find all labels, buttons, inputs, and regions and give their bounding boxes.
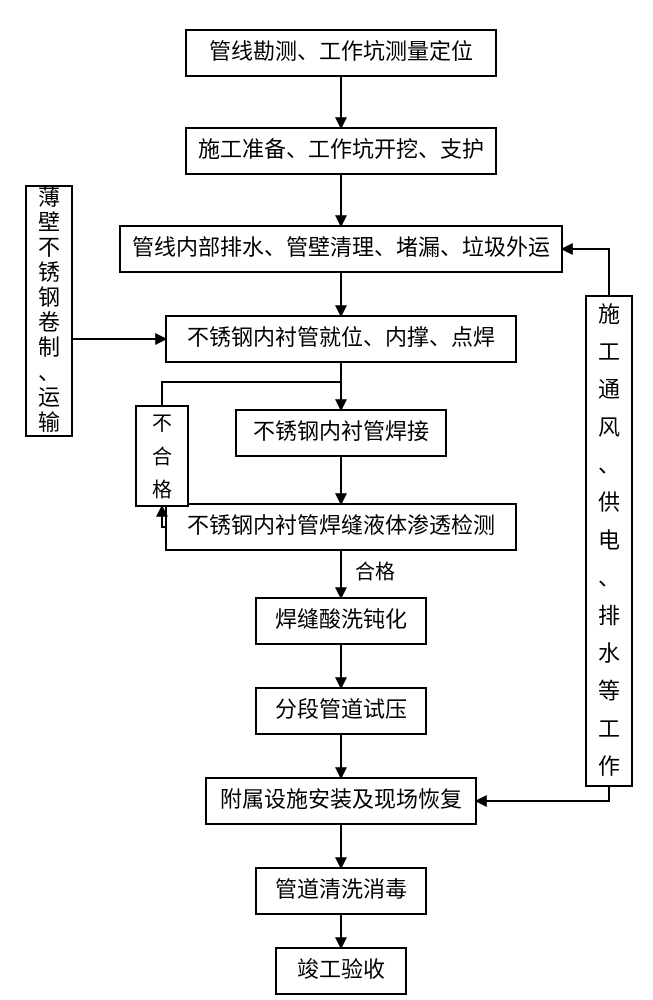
- loop-fail-char: 合: [152, 445, 172, 468]
- side-box-char: 通: [598, 377, 620, 402]
- flow-node-label: 不锈钢内衬管焊缝液体渗透检测: [187, 513, 495, 538]
- side-box-char: 供: [598, 490, 620, 515]
- side-box-char: 等: [598, 679, 620, 704]
- polyline-side2-to-n3: [562, 249, 609, 296]
- arrow-label: 合格: [355, 561, 395, 584]
- flow-node-label: 焊缝酸洗钝化: [275, 607, 407, 632]
- flow-node-n6: 不锈钢内衬管焊缝液体渗透检测: [166, 504, 516, 550]
- side-box-char: 钢: [38, 285, 60, 310]
- flow-node-label: 分段管道试压: [275, 697, 407, 722]
- flow-node-label: 不锈钢内衬管就位、内撑、点焊: [187, 325, 495, 350]
- flow-node-label: 管线内部排水、管壁清理、堵漏、垃圾外运: [132, 235, 550, 260]
- side-box-char: 电: [598, 528, 620, 553]
- flow-node-label: 竣工验收: [297, 957, 385, 982]
- side-box-char: 施: [598, 302, 620, 327]
- flow-node-label: 附属设施安装及现场恢复: [220, 787, 462, 812]
- side-box-char: 不: [38, 235, 60, 260]
- side-box-char: 、: [598, 566, 620, 591]
- side-box-char: 排: [598, 603, 620, 628]
- side-box-char: 工: [598, 339, 620, 364]
- side-box-char: 卷: [38, 310, 60, 335]
- flow-node-n3: 管线内部排水、管壁清理、堵漏、垃圾外运: [120, 226, 562, 272]
- side-box-char: 薄: [38, 185, 60, 210]
- side-box-char: 工: [598, 716, 620, 741]
- flow-node-n10: 管道清洗消毒: [256, 868, 426, 914]
- side-box-char: 制: [38, 335, 60, 360]
- side-box-char: 运: [38, 385, 60, 410]
- side-box-char: 壁: [38, 210, 60, 235]
- flow-node-n7: 焊缝酸洗钝化: [256, 598, 426, 644]
- flow-node-n8: 分段管道试压: [256, 688, 426, 734]
- side-box-char: 水: [598, 641, 620, 666]
- side-box-s2: 施工通风、供电、排水等工作: [586, 296, 632, 786]
- flow-node-label: 管线勘测、工作坑测量定位: [209, 39, 473, 64]
- flow-node-n2: 施工准备、工作坑开挖、支护: [186, 128, 496, 174]
- side-box-char: 、: [38, 360, 60, 385]
- flow-node-n9: 附属设施安装及现场恢复: [206, 778, 476, 824]
- flow-node-label: 不锈钢内衬管焊接: [253, 419, 429, 444]
- flow-node-label: 管道清洗消毒: [275, 877, 407, 902]
- side-box-char: 、: [598, 453, 620, 478]
- side-box-char: 作: [598, 754, 620, 779]
- loop-fail-char: 不: [152, 413, 172, 435]
- flow-node-n11: 竣工验收: [276, 948, 406, 994]
- side-box-s1: 薄壁不锈钢卷制、运输: [26, 185, 72, 436]
- loop-fail-char: 格: [152, 479, 172, 502]
- flow-node-n4: 不锈钢内衬管就位、内撑、点焊: [166, 316, 516, 362]
- flow-node-n1: 管线勘测、工作坑测量定位: [186, 30, 496, 76]
- side-box-char: 锈: [38, 260, 60, 285]
- side-box-char: 输: [38, 410, 60, 435]
- polyline-loop-out-top: [162, 382, 341, 406]
- side-box-char: 风: [598, 415, 620, 440]
- polyline-side2-from-n9: [476, 786, 609, 801]
- flow-node-n5: 不锈钢内衬管焊接: [236, 410, 446, 456]
- flow-node-label: 施工准备、工作坑开挖、支护: [198, 137, 484, 162]
- loop-fail-box: 不合格: [136, 406, 188, 506]
